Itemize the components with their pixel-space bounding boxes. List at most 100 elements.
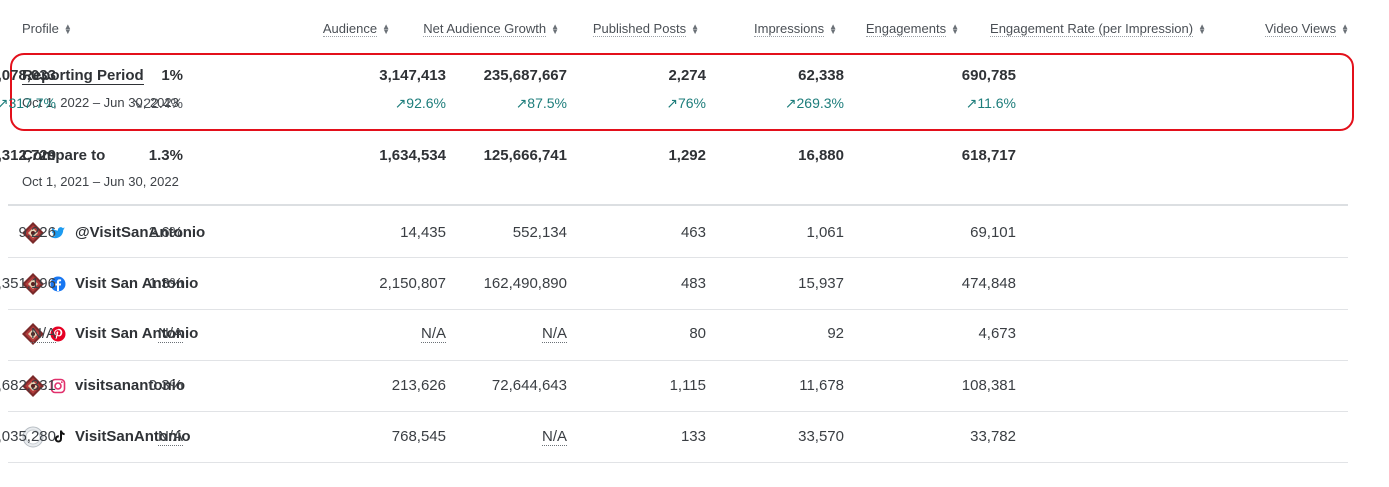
reporting-published-posts-value: 2,274 xyxy=(668,67,706,84)
reporting-engagements-value: 3,147,413 xyxy=(379,67,446,84)
cell-impressions: 162,490,890 xyxy=(483,275,567,292)
profile-avatar xyxy=(22,375,44,397)
column-header-published-posts[interactable]: Published Posts ▲ ▼ xyxy=(592,21,699,37)
profile-avatar xyxy=(22,323,44,345)
cell-audience: 4,673 xyxy=(978,325,1016,342)
divider xyxy=(8,204,1348,206)
header-label: Engagement Rate (per Impression) xyxy=(990,21,1194,37)
profile-name: Visit San Antonio xyxy=(75,325,199,342)
cell-engagement-rate: N/A xyxy=(157,325,183,343)
highlight-box xyxy=(10,53,1354,131)
header-label: Net Audience Growth xyxy=(423,21,547,37)
cell-impressions: 72,644,643 xyxy=(491,377,567,394)
sort-icon[interactable]: ▲ ▼ xyxy=(1341,22,1349,36)
cell-engagement-rate: 1.3% xyxy=(148,275,183,292)
sort-icon[interactable]: ▲ ▼ xyxy=(1198,22,1206,36)
instagram-icon xyxy=(50,378,66,394)
cell-engagements: N/A xyxy=(420,325,446,343)
reporting-impressions-value: 235,687,667 xyxy=(483,67,567,84)
cell-engagement-rate: N/A xyxy=(157,428,183,446)
trend-up-icon: ↗ xyxy=(784,95,797,111)
profile-avatar xyxy=(22,222,44,244)
cell-net-audience-growth: 92 xyxy=(827,325,844,342)
column-header-audience[interactable]: Audience ▲ ▼ xyxy=(322,21,390,37)
cell-engagements: 213,626 xyxy=(391,377,446,394)
facebook-icon xyxy=(50,276,66,292)
cell-impressions: N/A xyxy=(541,325,567,343)
trend-up-icon: ↗ xyxy=(965,95,978,111)
divider xyxy=(8,257,1348,258)
column-header-impressions[interactable]: Impressions ▲ ▼ xyxy=(754,21,837,37)
reporting-period-title[interactable]: Reporting Period xyxy=(22,67,144,85)
column-header-net-audience-growth[interactable]: Net Audience Growth ▲ ▼ xyxy=(423,21,559,37)
divider xyxy=(8,309,1348,310)
cell-video-views: N/A xyxy=(30,325,56,343)
compare-audience-value: 618,717 xyxy=(961,147,1016,164)
pinterest-icon xyxy=(50,326,66,342)
profile-avatar xyxy=(22,273,44,295)
cell-published-posts: 1,115 xyxy=(669,377,706,394)
reporting-net-audience-growth-value: 62,338 xyxy=(798,67,844,84)
cell-video-views: 34,351,196 xyxy=(0,275,56,292)
cell-net-audience-growth: 11,678 xyxy=(799,377,844,394)
twitter-icon xyxy=(50,225,66,241)
cell-engagements: 14,435 xyxy=(400,224,446,241)
cell-audience: 69,101 xyxy=(970,224,1016,241)
cell-engagements: 2,150,807 xyxy=(379,275,446,292)
compare-engagement-rate-value: 1.3% xyxy=(148,147,183,164)
trend-down-icon: ↘ xyxy=(131,95,144,111)
profile-name: Visit San Antonio xyxy=(75,275,199,292)
trend-up-icon: ↗ xyxy=(0,95,9,111)
cell-net-audience-growth: 15,937 xyxy=(798,275,844,292)
cell-published-posts: 133 xyxy=(680,428,706,445)
cell-video-views: 9,226 xyxy=(18,224,56,241)
header-label: Video Views xyxy=(1265,21,1337,37)
reporting-impressions-delta: ↗87.5% xyxy=(515,95,567,111)
column-header-engagement-rate[interactable]: Engagement Rate (per Impression) ▲ ▼ xyxy=(990,21,1206,37)
sort-icon[interactable]: ▲ ▼ xyxy=(551,22,559,36)
profile-avatar xyxy=(22,426,44,448)
sort-icon[interactable]: ▲ ▼ xyxy=(691,22,699,36)
trend-up-icon: ↗ xyxy=(394,95,407,111)
cell-video-views: 6,035,280 xyxy=(0,428,56,445)
column-header-engagements[interactable]: Engagements ▲ ▼ xyxy=(865,21,959,37)
sort-icon[interactable]: ▲ ▼ xyxy=(382,22,390,36)
compare-engagements-value: 1,634,534 xyxy=(379,147,446,164)
compare-video-views-value: 10,312,729 xyxy=(0,147,56,164)
reporting-published-posts-delta: ↗76% xyxy=(666,95,706,111)
cell-audience: 33,782 xyxy=(970,428,1016,445)
sort-icon[interactable]: ▲ ▼ xyxy=(63,21,72,36)
compare-impressions-value: 125,666,741 xyxy=(483,147,567,164)
header-label: Impressions xyxy=(754,21,825,37)
header-label: Published Posts xyxy=(592,21,687,37)
cell-net-audience-growth: 33,570 xyxy=(798,428,844,445)
trend-up-icon: ↗ xyxy=(515,95,528,111)
reporting-engagements-delta: ↗92.6% xyxy=(394,95,446,111)
cell-engagement-rate: 2.6% xyxy=(148,224,183,241)
compare-title: Compare to xyxy=(22,147,106,164)
divider xyxy=(8,360,1348,361)
reporting-audience-value: 690,785 xyxy=(961,67,1016,84)
profile-name: visitsanantonio xyxy=(75,377,186,394)
reporting-video-views-value: 43,078,033 xyxy=(0,67,56,84)
reporting-engagement-rate-delta: ↘22.4% xyxy=(131,95,183,111)
cell-audience: 108,381 xyxy=(961,377,1016,394)
cell-impressions: N/A xyxy=(541,428,567,446)
compare-net-audience-growth-value: 16,880 xyxy=(798,147,844,164)
cell-net-audience-growth: 1,061 xyxy=(806,224,844,241)
compare-published-posts-value: 1,292 xyxy=(668,147,706,164)
sort-icon[interactable]: ▲ ▼ xyxy=(951,22,959,36)
cell-published-posts: 80 xyxy=(689,325,706,342)
cell-published-posts: 483 xyxy=(680,275,706,292)
header-label: Engagements xyxy=(865,21,947,37)
column-header-video-views[interactable]: Video Views ▲ ▼ xyxy=(1265,21,1349,37)
reporting-engagement-rate-value: 1% xyxy=(161,67,183,84)
cell-impressions: 552,134 xyxy=(512,224,567,241)
reporting-net-audience-growth-delta: ↗269.3% xyxy=(784,95,844,111)
column-header-profile[interactable]: Profile ▲ ▼ xyxy=(22,21,72,36)
divider xyxy=(8,462,1348,463)
cell-published-posts: 463 xyxy=(680,224,706,241)
cell-audience: 474,848 xyxy=(961,275,1016,292)
compare-range: Oct 1, 2021 – Jun 30, 2022 xyxy=(22,174,179,189)
sort-icon[interactable]: ▲ ▼ xyxy=(829,22,837,36)
